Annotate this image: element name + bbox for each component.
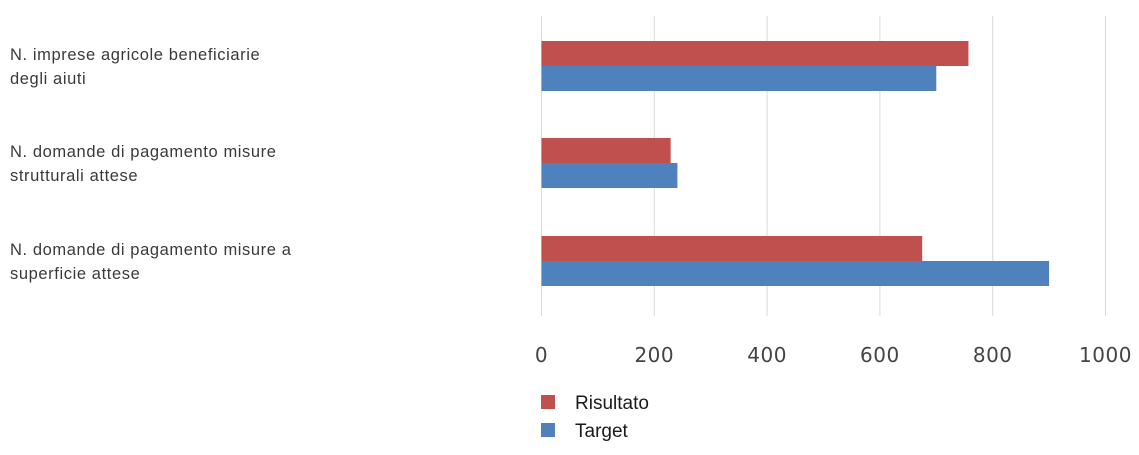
category-label-line: strutturali attese (10, 167, 138, 185)
x-tick-label: 600 (860, 343, 900, 367)
bar-risultato-2 (541, 236, 923, 261)
legend: Risultato Target (541, 393, 649, 442)
category-labels: N. imprese agricole beneficiarie degli ai… (10, 46, 292, 283)
category-label-line: degli aiuti (10, 70, 86, 88)
category-label-line: N. imprese agricole beneficiarie (10, 46, 260, 64)
bars (541, 41, 1050, 286)
category-label: N. imprese agricole beneficiarie degli ai… (10, 46, 260, 88)
bar-risultato-1 (541, 138, 671, 163)
category-label-line: N. domande di pagamento misure (10, 143, 277, 161)
x-axis-tick-labels: 0 200 400 600 800 1000 (535, 343, 1132, 367)
x-tick-label: 0 (535, 343, 548, 367)
category-label-line: N. domande di pagamento misure a (10, 241, 292, 259)
category-label: N. domande di pagamento misure struttural… (10, 143, 277, 185)
legend-swatch-risultato (541, 395, 555, 409)
category-label: N. domande di pagamento misure a superfic… (10, 241, 292, 283)
legend-swatch-target (541, 423, 555, 437)
x-tick-label: 400 (747, 343, 787, 367)
legend-label-target: Target (575, 421, 629, 442)
x-tick-label: 1000 (1079, 343, 1132, 367)
bar-risultato-0 (541, 41, 969, 66)
x-tick-label: 800 (973, 343, 1013, 367)
bar-target-1 (541, 163, 678, 188)
legend-label-risultato: Risultato (575, 393, 649, 414)
x-tick-label: 200 (634, 343, 674, 367)
bar-target-0 (541, 66, 937, 91)
bar-target-2 (541, 261, 1050, 286)
category-label-line: superficie attese (10, 265, 140, 283)
